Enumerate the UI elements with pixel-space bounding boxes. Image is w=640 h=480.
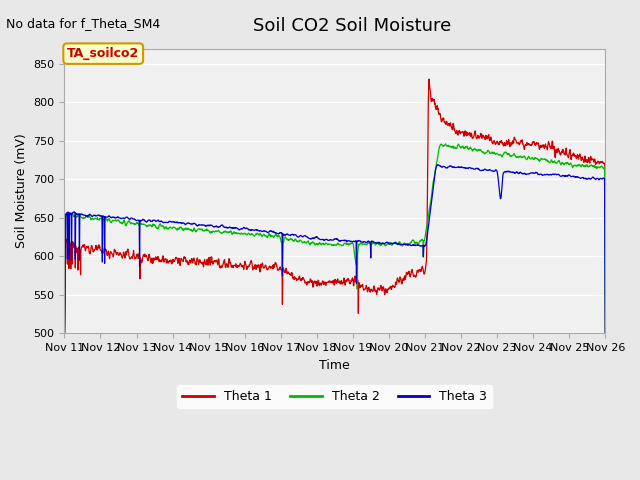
Theta 3 bbox=[538, 172, 545, 178]
Theta 2 bbox=[442, 141, 449, 147]
Text: Soil CO2 Soil Moisture: Soil CO2 Soil Moisture bbox=[253, 17, 451, 35]
X-axis label: Time: Time bbox=[319, 359, 350, 372]
Legend: Theta 1, Theta 2, Theta 3: Theta 1, Theta 2, Theta 3 bbox=[177, 385, 492, 408]
Theta 1 bbox=[168, 261, 175, 267]
Theta 2 bbox=[61, 331, 68, 336]
Theta 3 bbox=[602, 331, 609, 336]
Theta 1 bbox=[602, 331, 609, 336]
Theta 1 bbox=[490, 138, 497, 144]
Theta 3 bbox=[490, 168, 497, 174]
Theta 1 bbox=[181, 256, 189, 262]
Theta 3 bbox=[419, 242, 426, 248]
Theta 1 bbox=[61, 331, 68, 336]
Theta 2 bbox=[241, 231, 249, 237]
Line: Theta 1: Theta 1 bbox=[65, 79, 605, 334]
Theta 2 bbox=[419, 237, 426, 243]
Theta 2 bbox=[181, 227, 189, 233]
Line: Theta 3: Theta 3 bbox=[65, 165, 605, 334]
Theta 2 bbox=[168, 225, 175, 231]
Y-axis label: Soil Moisture (mV): Soil Moisture (mV) bbox=[15, 133, 28, 248]
Theta 2 bbox=[490, 151, 497, 156]
Theta 2 bbox=[538, 156, 545, 161]
Theta 2 bbox=[602, 331, 609, 336]
Theta 3 bbox=[168, 219, 175, 225]
Text: No data for f_Theta_SM4: No data for f_Theta_SM4 bbox=[6, 17, 161, 30]
Theta 1 bbox=[425, 76, 433, 82]
Theta 3 bbox=[241, 226, 249, 231]
Theta 1 bbox=[538, 143, 545, 148]
Text: TA_soilco2: TA_soilco2 bbox=[67, 47, 140, 60]
Line: Theta 2: Theta 2 bbox=[65, 144, 605, 334]
Theta 1 bbox=[419, 265, 426, 271]
Theta 3 bbox=[181, 221, 189, 227]
Theta 3 bbox=[61, 331, 68, 336]
Theta 1 bbox=[241, 261, 249, 266]
Theta 3 bbox=[434, 162, 442, 168]
